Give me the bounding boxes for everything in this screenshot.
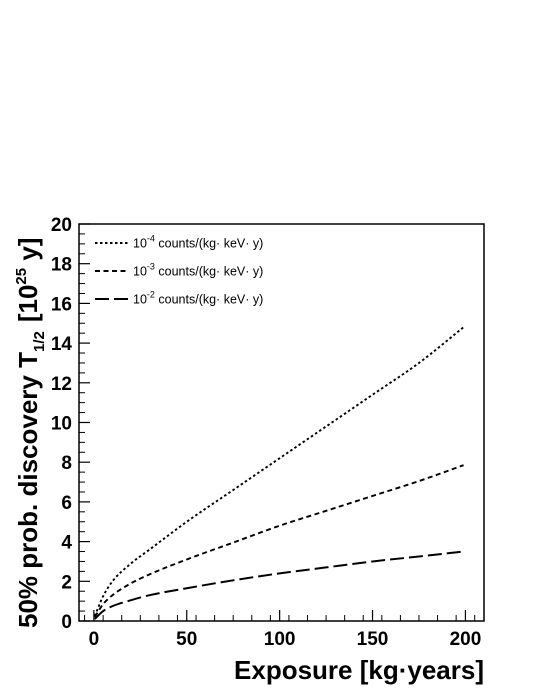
y-tick-label: 2 bbox=[61, 572, 72, 593]
legend-label: 10-4 counts/(kg· keV· y) bbox=[133, 234, 263, 251]
x-tick-label: 0 bbox=[89, 629, 100, 650]
plot-frame bbox=[78, 223, 485, 622]
x-tick-label: 150 bbox=[357, 629, 389, 650]
series-line-3 bbox=[94, 550, 464, 620]
legend: 10-4 counts/(kg· keV· y) 10-3 counts/(kg·… bbox=[95, 234, 263, 307]
series-line-2 bbox=[93, 464, 464, 618]
x-tick-label: 50 bbox=[176, 629, 197, 650]
y-tick-label: 4 bbox=[61, 533, 72, 554]
y-tick-label: 14 bbox=[51, 334, 73, 355]
y-tick-label: 12 bbox=[51, 374, 72, 395]
y-tick-label: 0 bbox=[61, 612, 72, 633]
y-tick-label: 18 bbox=[51, 255, 72, 276]
x-axis-title: Exposure [kg·years] bbox=[234, 655, 484, 685]
y-tick-label: 16 bbox=[51, 294, 72, 315]
y-axis-title: 50% prob. discovery T1/2 [1025 y] bbox=[13, 238, 48, 628]
y-axis-title-main: 50% prob. discovery T bbox=[13, 352, 43, 628]
y-axis-title-subscript: 1/2 bbox=[31, 331, 48, 352]
x-tick-label: 100 bbox=[264, 629, 296, 650]
y-tick-label: 10 bbox=[51, 414, 72, 435]
series-curves bbox=[93, 326, 465, 620]
y-tick-label: 8 bbox=[61, 453, 72, 474]
y-axis-title-exponent: 25 bbox=[13, 268, 30, 285]
y-axis-title-unit: [10 bbox=[13, 285, 43, 323]
y-axis-title-unit-suffix: y] bbox=[13, 238, 43, 268]
legend-label: 10-3 counts/(kg· keV· y) bbox=[133, 262, 263, 279]
axis-ticks: 0 50 100 150 200 0 2 4 6 8 10 12 14 16 18 20 bbox=[51, 215, 481, 650]
legend-label: 10-2 counts/(kg· keV· y) bbox=[133, 290, 263, 307]
y-tick-label: 20 bbox=[51, 215, 72, 236]
x-tick-label: 200 bbox=[450, 629, 482, 650]
y-tick-label: 6 bbox=[61, 493, 72, 514]
